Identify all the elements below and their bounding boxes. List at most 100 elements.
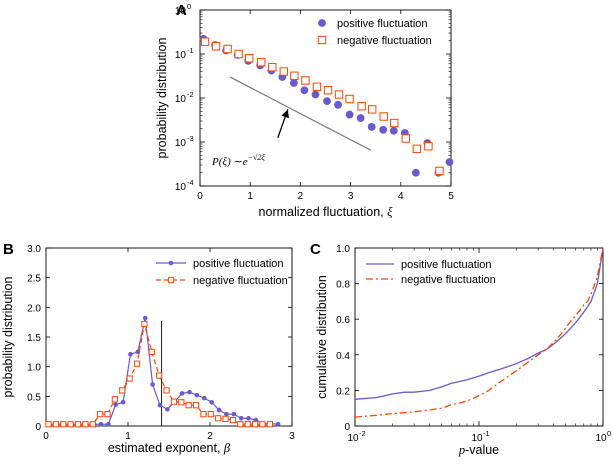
data-point bbox=[178, 399, 185, 406]
series-line bbox=[354, 247, 604, 418]
x-tick-label: 10 bbox=[595, 433, 607, 444]
data-point bbox=[201, 395, 207, 401]
legend-label: negative fluctuation bbox=[193, 275, 288, 287]
data-point bbox=[289, 79, 298, 87]
x-axis-label-symbol: β bbox=[223, 441, 231, 455]
data-point bbox=[323, 86, 333, 95]
data-point bbox=[345, 94, 354, 104]
data-point bbox=[211, 42, 221, 51]
y-tick-label: 10 bbox=[175, 182, 187, 193]
data-point bbox=[401, 134, 411, 143]
data-point bbox=[390, 118, 399, 128]
data-point bbox=[216, 407, 222, 413]
y-axis-label: probability distribution bbox=[1, 277, 15, 398]
series-line bbox=[49, 317, 279, 425]
y-tick-label: 0.6 bbox=[336, 315, 350, 326]
data-point bbox=[126, 375, 133, 382]
data-point bbox=[268, 63, 277, 72]
y-tick-exponent: -1 bbox=[187, 46, 194, 55]
y-tick-label: 1.0 bbox=[27, 363, 41, 374]
data-point bbox=[170, 398, 178, 405]
data-point bbox=[223, 44, 232, 54]
data-point bbox=[135, 349, 141, 355]
x-axis-label-text: -value bbox=[465, 443, 499, 457]
y-tick-label: 0.2 bbox=[336, 386, 350, 397]
x-tick-label: 1 bbox=[247, 191, 253, 202]
x-axis-label-symbol: p bbox=[458, 443, 465, 457]
data-point bbox=[52, 421, 59, 428]
data-point bbox=[222, 415, 229, 422]
x-tick-label: 2 bbox=[207, 431, 213, 442]
reference-line bbox=[229, 76, 371, 151]
data-point bbox=[98, 421, 104, 427]
y-tick-exponent: -3 bbox=[187, 134, 194, 143]
data-point bbox=[141, 320, 148, 328]
y-tick-label: 1.0 bbox=[336, 244, 350, 255]
annotation-exponent: −√2ξ bbox=[248, 153, 266, 162]
data-point bbox=[185, 402, 192, 409]
data-point bbox=[367, 123, 376, 131]
x-tick-label: 2 bbox=[298, 191, 304, 202]
data-point bbox=[106, 421, 111, 427]
data-point bbox=[244, 421, 251, 428]
x-tick-label: 0 bbox=[197, 191, 203, 202]
data-point bbox=[119, 387, 126, 394]
data-point bbox=[111, 396, 118, 403]
data-point bbox=[45, 421, 52, 428]
data-point bbox=[311, 90, 320, 99]
x-axis-label-symbol: ξ bbox=[387, 205, 393, 219]
x-tick-label: 3 bbox=[348, 191, 354, 202]
y-tick-label: 2.0 bbox=[27, 303, 41, 314]
y-tick-label: 10 bbox=[175, 50, 187, 61]
data-point bbox=[200, 37, 210, 46]
x-tick-label: 5 bbox=[448, 191, 454, 202]
x-axis-label: estimated exponent, β bbox=[108, 441, 231, 455]
data-point bbox=[150, 382, 155, 387]
y-tick-exponent: 0 bbox=[187, 2, 191, 11]
data-point bbox=[445, 158, 454, 166]
y-tick-label: 0 bbox=[35, 422, 41, 433]
x-axis-label-text: normalized fluctuation, bbox=[259, 205, 388, 219]
y-tick-label: 0.4 bbox=[336, 351, 350, 362]
y-tick-label: 0 bbox=[344, 422, 350, 433]
data-point bbox=[165, 407, 170, 412]
panel-label: A bbox=[176, 2, 187, 19]
data-point bbox=[192, 402, 200, 409]
data-point bbox=[323, 97, 331, 106]
data-point bbox=[194, 392, 200, 398]
legend-marker bbox=[317, 35, 327, 45]
annotation-prefix: P(ξ) ∼e bbox=[211, 156, 248, 168]
annotation-arrowhead bbox=[281, 109, 289, 119]
data-point bbox=[356, 114, 365, 122]
data-point bbox=[234, 49, 243, 59]
x-tick-label: 0 bbox=[43, 431, 49, 442]
x-axis-label: normalized fluctuation, ξ bbox=[259, 205, 394, 219]
data-point bbox=[89, 421, 96, 428]
y-tick-label: 0.8 bbox=[336, 280, 350, 291]
data-point bbox=[244, 54, 254, 63]
data-point bbox=[312, 82, 322, 91]
panel-label: B bbox=[3, 241, 14, 258]
y-axis-label: cumulative distribution bbox=[315, 275, 329, 399]
x-tick-label: 10 bbox=[471, 433, 483, 444]
data-point bbox=[257, 58, 266, 67]
data-point bbox=[97, 411, 104, 418]
annotation-formula: P(ξ) ∼e−√2ξ bbox=[211, 153, 265, 168]
y-tick-label: 10 bbox=[175, 6, 187, 17]
data-point bbox=[259, 421, 266, 428]
data-point bbox=[300, 86, 309, 95]
legend-marker bbox=[168, 260, 174, 266]
data-point bbox=[357, 102, 366, 111]
data-point bbox=[187, 389, 192, 395]
legend-label: positive fluctuation bbox=[337, 18, 428, 30]
data-point bbox=[275, 421, 281, 427]
data-point bbox=[148, 348, 155, 355]
legend-marker bbox=[318, 19, 326, 27]
y-axis-label: probability distribution bbox=[155, 38, 169, 159]
data-point bbox=[246, 415, 251, 421]
x-tick-label: 3 bbox=[289, 431, 295, 442]
y-tick-exponent: -2 bbox=[187, 90, 194, 99]
legend-label: positive fluctuation bbox=[193, 258, 284, 270]
y-tick-label: 1.5 bbox=[27, 333, 41, 344]
